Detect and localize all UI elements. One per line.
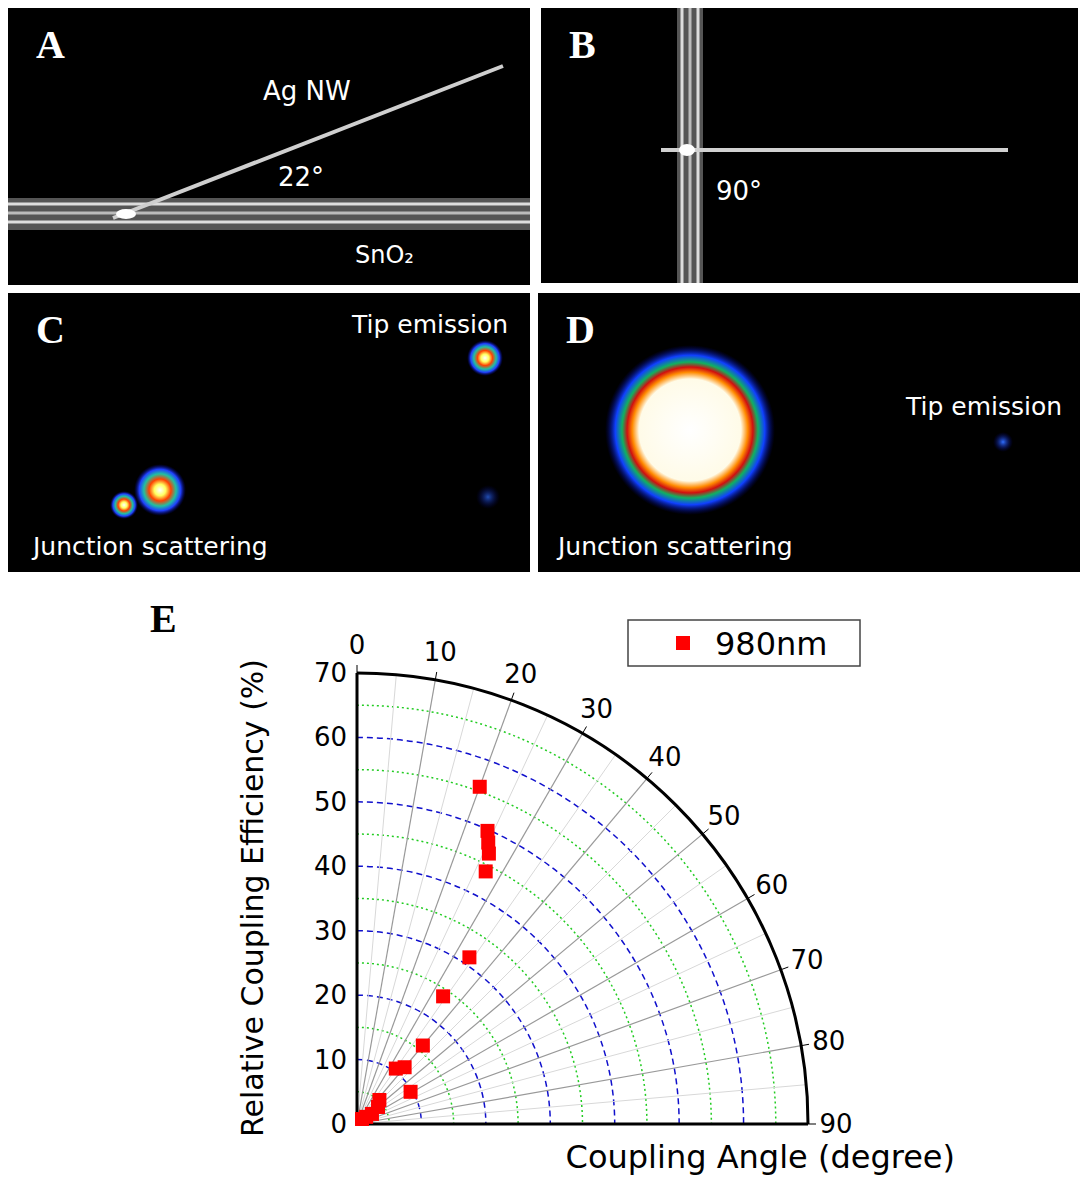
svg-text:Ag NW: Ag NW [263,76,351,106]
svg-text:SnO₂: SnO₂ [355,241,414,269]
svg-text:20: 20 [504,659,537,689]
svg-text:Coupling Angle (degree): Coupling Angle (degree) [566,1138,955,1176]
svg-text:Relative Coupling Efficiency (: Relative Coupling Efficiency (%) [235,659,270,1137]
svg-text:40: 40 [648,742,681,772]
svg-text:D: D [566,307,595,352]
svg-text:40: 40 [314,851,347,881]
svg-text:0: 0 [330,1109,347,1139]
svg-text:A: A [36,22,65,67]
svg-text:50: 50 [314,787,347,817]
svg-text:60: 60 [755,870,788,900]
svg-text:20: 20 [314,980,347,1010]
svg-text:10: 10 [314,1045,347,1075]
svg-text:80: 80 [812,1026,845,1056]
svg-text:60: 60 [314,722,347,752]
svg-text:90°: 90° [716,176,762,206]
svg-text:Junction scattering: Junction scattering [556,532,793,561]
svg-text:30: 30 [314,916,347,946]
svg-text:50: 50 [707,801,740,831]
svg-text:Junction scattering: Junction scattering [31,532,268,561]
svg-text:980nm: 980nm [715,625,828,663]
svg-text:30: 30 [580,694,613,724]
svg-text:Tip emission: Tip emission [351,310,508,339]
svg-text:90: 90 [819,1109,852,1139]
svg-text:B: B [569,22,596,67]
svg-text:0: 0 [349,630,366,660]
svg-text:E: E [150,596,177,641]
svg-text:70: 70 [314,658,347,688]
svg-text:10: 10 [424,637,457,667]
svg-text:C: C [36,307,65,352]
svg-text:22°: 22° [278,162,324,192]
svg-text:Tip emission: Tip emission [905,392,1062,421]
svg-text:70: 70 [791,945,824,975]
